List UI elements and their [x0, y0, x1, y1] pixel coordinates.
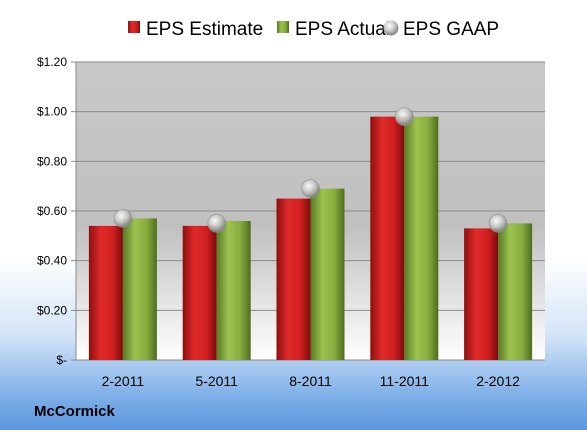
- x-tick-label: 2-2011: [102, 373, 145, 389]
- y-tick-label: $-: [56, 353, 67, 367]
- bar-eps-actual: [216, 220, 251, 360]
- bar-eps-estimate: [182, 225, 217, 360]
- bar-eps-estimate: [276, 198, 311, 360]
- legend-swatch-gaap: [383, 20, 399, 36]
- x-tick-label: 2-2012: [476, 373, 520, 389]
- legend-label-estimate: EPS Estimate: [146, 19, 263, 40]
- point-eps-gaap: [207, 214, 226, 233]
- point-eps-gaap: [394, 107, 414, 126]
- bar-eps-actual: [122, 218, 157, 360]
- point-eps-gaap: [301, 179, 320, 198]
- bar-eps-estimate: [88, 225, 123, 360]
- bar-eps-estimate: [370, 116, 405, 360]
- x-tick-label: 5-2011: [195, 373, 238, 389]
- y-tick-label: $0.40: [37, 254, 67, 268]
- legend-label-actual: EPS Actual: [295, 19, 390, 40]
- y-tick-label: $0.80: [37, 154, 67, 168]
- x-tick-label: 8-2011: [289, 373, 332, 389]
- y-tick-label: $1.20: [37, 55, 67, 69]
- legend-swatch-estimate: [128, 21, 140, 33]
- point-eps-gaap: [488, 214, 508, 233]
- y-tick-label: $1.00: [37, 105, 67, 119]
- x-tick-label: 11-2011: [380, 373, 430, 389]
- gaap-points: [113, 107, 508, 233]
- y-tick-label: $0.60: [37, 204, 67, 218]
- bar-eps-actual: [404, 116, 439, 360]
- legend-label-gaap: EPS GAAP: [403, 19, 499, 40]
- y-tick-label: $0.20: [37, 303, 67, 317]
- bar-eps-estimate: [464, 228, 499, 360]
- legend-swatch-actual: [277, 21, 289, 33]
- y-axis-ticks: $- $0.20 $0.40 $0.60 $0.80 $1.00 $1.20: [37, 55, 77, 367]
- x-axis-ticks: 2-2011 5-2011 8-2011 11-2011 2-2012: [102, 373, 520, 389]
- legend: EPS Estimate EPS Actual EPS GAAP: [128, 19, 499, 40]
- bar-eps-actual: [498, 223, 533, 360]
- point-eps-gaap: [113, 209, 133, 228]
- bars: [88, 116, 533, 360]
- bar-eps-actual: [310, 188, 345, 360]
- company-name: McCormick: [34, 403, 116, 420]
